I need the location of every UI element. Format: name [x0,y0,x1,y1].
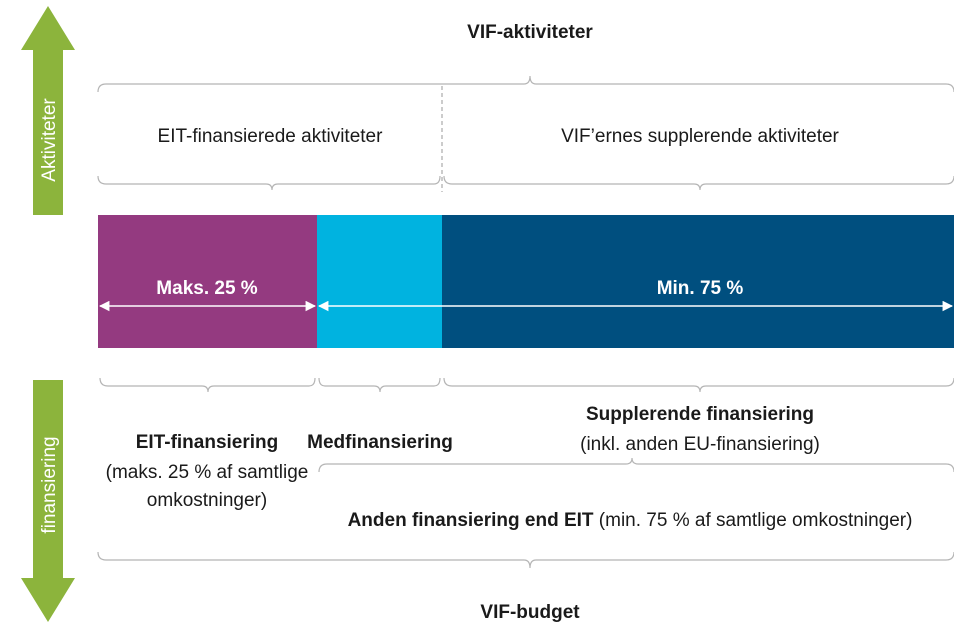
label-note: (min. 75 % af samtlige omkostninger) [594,510,913,531]
bar-label: Maks. 25 % [156,278,257,299]
bar-segment [442,215,954,348]
label: VIF’ernes supplerende aktiviteter [561,126,839,147]
brace [99,377,316,393]
brace [97,551,954,569]
side-label: Aktiviteter [39,98,60,182]
up-arrow [21,6,75,215]
brace [318,377,441,393]
label: EIT-finansiering [136,432,279,453]
footer: VIF-budget [480,602,580,623]
brace [443,175,954,191]
bar-label: Min. 75 % [657,278,744,299]
down-arrow [21,380,75,622]
label: Supplerende finansiering [586,404,814,425]
brace [97,175,441,191]
label: Medfinansiering [307,432,453,453]
bar-segment [317,215,442,348]
brace [318,457,954,473]
label-bold: Anden finansiering end EIT [348,510,594,531]
title: VIF-aktiviteter [467,22,593,43]
label: Anden finansiering end EIT (min. 75 % af… [348,510,913,531]
label: EIT-finansierede aktiviteter [158,126,384,147]
label: (maks. 25 % af samtlige [106,462,309,483]
bar-segment [98,215,317,348]
side-label: finansiering [39,436,60,533]
brace [443,377,954,393]
label: omkostninger) [147,490,267,511]
label: (inkl. anden EU-finansiering) [580,434,820,455]
brace [97,75,954,93]
